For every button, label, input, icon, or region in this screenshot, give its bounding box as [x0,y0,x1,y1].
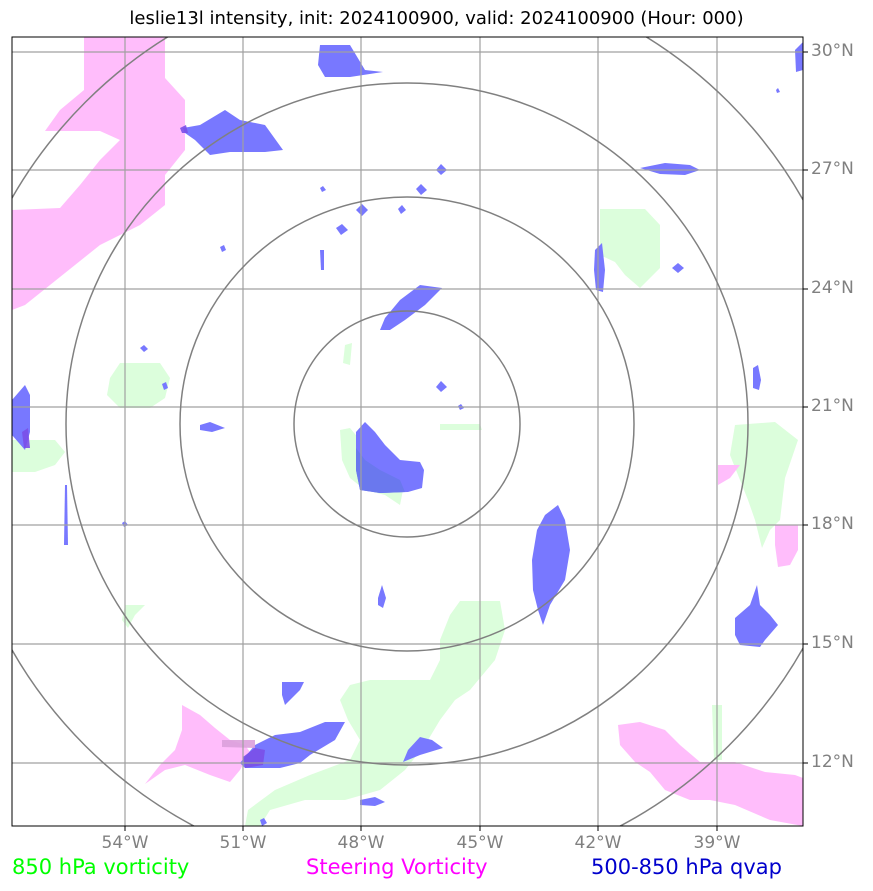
lon-label-39w: 39°W [693,833,741,853]
legend-qvap: 500-850 hPa qvap [591,855,782,879]
lon-label-48w: 48°W [337,833,385,853]
lat-label-12n: 12°N [811,752,854,772]
lon-label-54w: 54°W [101,833,149,853]
lat-label-27n: 27°N [811,159,854,179]
lat-label-18n: 18°N [811,514,854,534]
graticule [12,37,803,826]
range-ring-3 [65,82,749,766]
tick-marks [124,51,808,831]
lat-label-15n: 15°N [811,633,854,653]
range-ring-1 [293,310,521,538]
steering-overlap-layer [222,740,255,748]
lat-label-30n: 30°N [811,41,854,61]
lon-label-42w: 42°W [574,833,622,853]
map-frame [11,36,804,827]
chart-title: leslie13l intensity, init: 2024100900, v… [129,8,744,29]
lon-label-45w: 45°W [456,833,504,853]
legend-850-vorticity: 850 hPa vorticity [12,855,190,879]
steering-vorticity-layer [12,37,803,826]
range-ring-2 [179,196,635,652]
legend-steering-vorticity: Steering Vorticity [306,855,488,879]
blue-vorticity-overlap [356,448,405,493]
lon-label-51w: 51°W [219,833,267,853]
range-rings [12,37,803,826]
lat-label-24n: 24°N [811,278,854,298]
lat-label-21n: 21°N [811,396,854,416]
